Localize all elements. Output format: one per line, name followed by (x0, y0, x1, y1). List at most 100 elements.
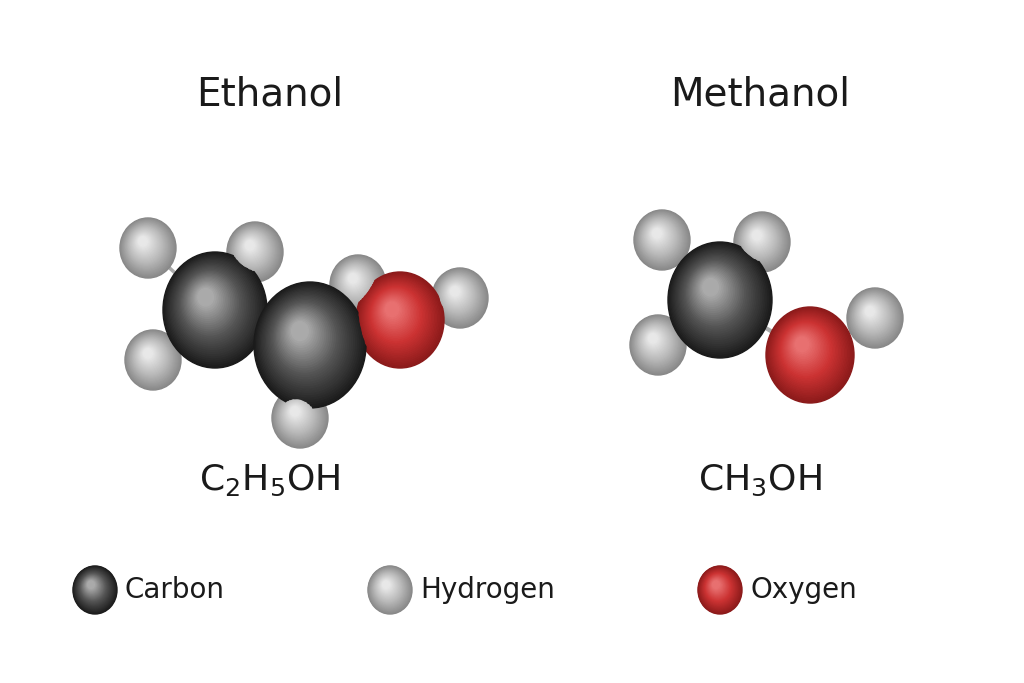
Ellipse shape (439, 275, 476, 315)
Ellipse shape (643, 219, 677, 255)
Ellipse shape (179, 269, 242, 339)
Ellipse shape (699, 275, 724, 302)
Ellipse shape (384, 301, 401, 320)
Ellipse shape (796, 337, 809, 352)
Ellipse shape (864, 305, 877, 319)
Ellipse shape (630, 315, 686, 375)
Ellipse shape (771, 312, 847, 395)
Ellipse shape (180, 270, 241, 337)
Ellipse shape (742, 220, 777, 258)
Ellipse shape (643, 219, 676, 254)
Ellipse shape (713, 581, 719, 588)
Ellipse shape (703, 572, 733, 604)
Ellipse shape (285, 401, 309, 427)
Ellipse shape (244, 239, 257, 253)
Ellipse shape (131, 229, 159, 259)
Ellipse shape (76, 569, 113, 609)
Ellipse shape (124, 223, 169, 270)
Ellipse shape (245, 240, 256, 252)
Ellipse shape (274, 391, 325, 444)
Ellipse shape (169, 258, 258, 358)
Ellipse shape (785, 327, 823, 369)
Ellipse shape (707, 575, 728, 598)
Ellipse shape (378, 294, 411, 331)
Ellipse shape (81, 574, 104, 600)
Ellipse shape (432, 268, 487, 327)
Ellipse shape (709, 576, 726, 596)
Ellipse shape (712, 580, 722, 591)
Ellipse shape (178, 268, 244, 341)
Ellipse shape (82, 576, 102, 598)
Ellipse shape (701, 277, 720, 298)
Ellipse shape (241, 235, 263, 260)
Ellipse shape (853, 294, 894, 338)
Ellipse shape (743, 221, 775, 256)
Ellipse shape (127, 332, 178, 387)
Ellipse shape (377, 576, 397, 598)
Ellipse shape (753, 231, 761, 240)
Ellipse shape (143, 348, 154, 359)
Ellipse shape (239, 234, 265, 263)
Ellipse shape (185, 275, 233, 329)
Ellipse shape (441, 277, 473, 312)
Ellipse shape (646, 331, 662, 348)
Ellipse shape (381, 297, 407, 325)
Ellipse shape (742, 221, 776, 257)
Ellipse shape (371, 568, 409, 610)
Ellipse shape (445, 281, 468, 305)
Ellipse shape (266, 295, 347, 385)
Ellipse shape (701, 569, 737, 609)
Ellipse shape (264, 292, 350, 390)
Ellipse shape (434, 270, 484, 324)
Ellipse shape (273, 390, 325, 445)
Ellipse shape (333, 258, 381, 309)
Ellipse shape (744, 222, 774, 255)
Ellipse shape (642, 218, 678, 256)
Ellipse shape (640, 216, 681, 260)
Ellipse shape (637, 322, 676, 363)
Ellipse shape (436, 272, 482, 322)
Ellipse shape (682, 257, 751, 333)
Ellipse shape (171, 260, 255, 354)
Ellipse shape (140, 345, 158, 364)
Ellipse shape (341, 266, 369, 296)
Ellipse shape (232, 227, 274, 273)
Ellipse shape (370, 568, 409, 611)
Ellipse shape (633, 318, 681, 370)
Ellipse shape (646, 223, 671, 249)
Ellipse shape (857, 298, 888, 331)
Ellipse shape (856, 298, 889, 332)
Ellipse shape (641, 218, 679, 257)
Ellipse shape (357, 273, 442, 366)
Ellipse shape (80, 572, 108, 603)
Ellipse shape (748, 226, 769, 249)
Ellipse shape (331, 255, 385, 314)
Ellipse shape (671, 245, 768, 354)
Ellipse shape (650, 226, 665, 242)
Ellipse shape (362, 279, 433, 356)
Ellipse shape (186, 277, 231, 326)
Ellipse shape (734, 212, 790, 271)
Ellipse shape (142, 347, 155, 361)
Ellipse shape (289, 405, 302, 419)
Ellipse shape (361, 278, 435, 358)
Ellipse shape (851, 292, 897, 342)
Ellipse shape (291, 407, 299, 416)
Ellipse shape (735, 213, 788, 270)
Ellipse shape (651, 227, 664, 240)
Ellipse shape (446, 283, 466, 303)
Ellipse shape (233, 229, 272, 270)
Ellipse shape (691, 266, 736, 317)
Ellipse shape (360, 277, 436, 359)
Ellipse shape (740, 219, 780, 262)
Ellipse shape (334, 259, 380, 309)
Ellipse shape (187, 277, 229, 324)
Ellipse shape (136, 234, 151, 250)
Ellipse shape (861, 303, 881, 323)
Ellipse shape (349, 274, 357, 283)
Ellipse shape (129, 227, 163, 263)
Ellipse shape (379, 295, 410, 329)
Ellipse shape (78, 571, 110, 605)
Ellipse shape (123, 221, 172, 274)
Ellipse shape (228, 223, 281, 280)
